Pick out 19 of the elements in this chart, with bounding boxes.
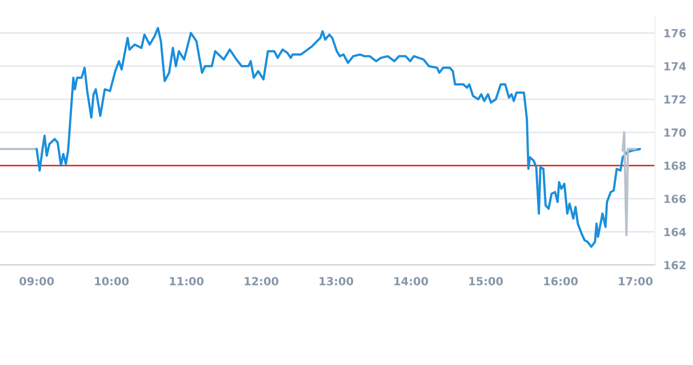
x-tick-label: 10:00 xyxy=(95,276,129,286)
y-tick-label: 170 xyxy=(664,128,686,137)
x-tick-label: 13:00 xyxy=(320,276,354,286)
x-tick-label: 16:00 xyxy=(544,276,578,286)
x-tick-label: 15:00 xyxy=(469,276,503,286)
x-tick-label: 11:00 xyxy=(170,276,204,286)
line-series xyxy=(36,26,642,248)
y-tick-label: 172 xyxy=(664,95,686,104)
y-tick-label: 162 xyxy=(664,260,686,270)
x-tick-label: 14:00 xyxy=(394,276,428,286)
y-tick-label: 168 xyxy=(664,162,686,170)
y-tick-label: 166 xyxy=(664,194,686,204)
y-tick-label: 174 xyxy=(664,62,686,70)
x-tick-label: 17:00 xyxy=(618,276,653,286)
y-tick-label: 176 xyxy=(664,28,686,38)
y-tick-label: 164 xyxy=(664,228,686,236)
x-tick-label: 12:00 xyxy=(244,276,278,286)
line-series xyxy=(622,131,637,236)
x-tick-label: 09:00 xyxy=(20,276,54,286)
